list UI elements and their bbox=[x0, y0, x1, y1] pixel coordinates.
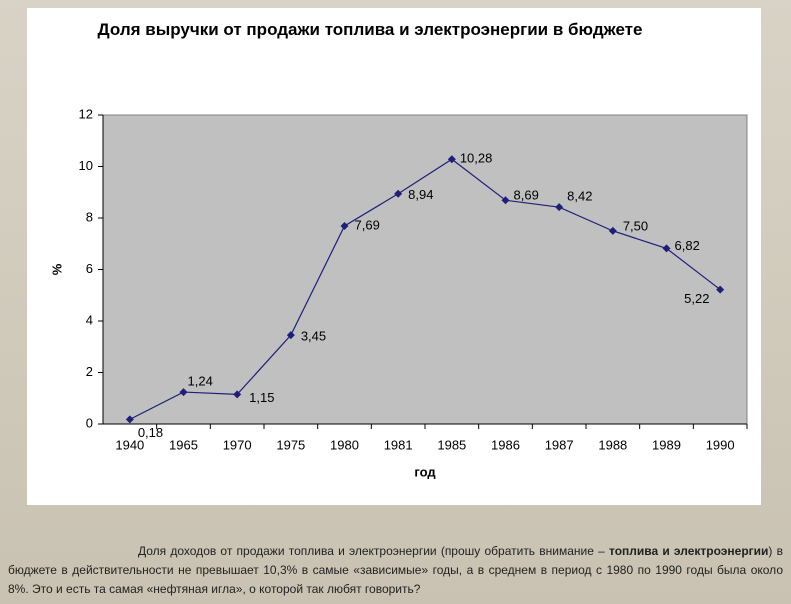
data-point bbox=[286, 331, 295, 340]
caption-text: ) в бюджете в действительности не превыш… bbox=[8, 544, 783, 596]
data-label: 3,45 bbox=[301, 329, 326, 344]
x-axis-label: год bbox=[414, 464, 436, 479]
y-tick-label: 2 bbox=[86, 364, 93, 379]
data-label: 6,82 bbox=[675, 238, 700, 253]
x-tick-label: 1965 bbox=[169, 437, 198, 452]
x-tick-label: 1990 bbox=[706, 437, 735, 452]
y-tick-label: 0 bbox=[86, 415, 93, 430]
chart: 0 2 4 6 8 10 12 1940 1965 1970 1975 1980 1981 1985 198… bbox=[49, 106, 748, 479]
data-point bbox=[662, 244, 671, 253]
data-label: 1,15 bbox=[249, 390, 274, 405]
x-tick-label: 1988 bbox=[598, 437, 627, 452]
data-label: 5,22 bbox=[684, 291, 709, 306]
data-label: 1,24 bbox=[188, 374, 213, 389]
y-tick-label: 8 bbox=[86, 209, 93, 224]
y-tick-label: 4 bbox=[86, 312, 93, 327]
data-label: 0,18 bbox=[138, 425, 163, 440]
data-point bbox=[555, 203, 564, 212]
y-axis-label: % bbox=[49, 263, 64, 275]
data-label: 8,69 bbox=[514, 188, 539, 203]
data-label: 7,50 bbox=[623, 218, 648, 233]
data-point bbox=[447, 155, 456, 164]
caption: Доля доходов от продажи топлива и электр… bbox=[8, 542, 783, 599]
data-point bbox=[125, 415, 134, 424]
data-point bbox=[340, 221, 349, 230]
x-tick-label: 1985 bbox=[437, 437, 466, 452]
data-label: 8,42 bbox=[567, 189, 592, 204]
plot-area bbox=[102, 114, 748, 425]
x-tick-label: 1970 bbox=[223, 437, 252, 452]
data-label: 8,94 bbox=[408, 187, 433, 202]
y-tick-label: 6 bbox=[86, 261, 93, 276]
x-tick-label: 1986 bbox=[491, 437, 520, 452]
y-tick-label: 12 bbox=[79, 106, 93, 121]
x-tick-label: 1975 bbox=[276, 437, 305, 452]
chart-title: Доля выручки от продажи топлива и электр… bbox=[97, 20, 643, 39]
x-tick-label: 1981 bbox=[384, 437, 413, 452]
data-point bbox=[394, 189, 403, 198]
data-point bbox=[608, 226, 617, 235]
x-tick-label: 1980 bbox=[330, 437, 359, 452]
data-line bbox=[129, 158, 721, 420]
data-point bbox=[501, 196, 510, 205]
x-tick-label: 1940 bbox=[115, 437, 144, 452]
data-label: 7,69 bbox=[355, 217, 380, 232]
data-point bbox=[233, 390, 242, 399]
caption-text: Доля доходов от продажи топлива и электр… bbox=[138, 544, 609, 558]
data-point bbox=[716, 285, 725, 294]
data-point bbox=[179, 388, 188, 397]
x-tick-label: 1987 bbox=[545, 437, 574, 452]
x-tick-label: 1989 bbox=[652, 437, 681, 452]
caption-bold: топлива и электроэнергии bbox=[608, 544, 769, 558]
y-tick-label: 10 bbox=[79, 158, 93, 173]
data-label: 10,28 bbox=[460, 151, 493, 166]
